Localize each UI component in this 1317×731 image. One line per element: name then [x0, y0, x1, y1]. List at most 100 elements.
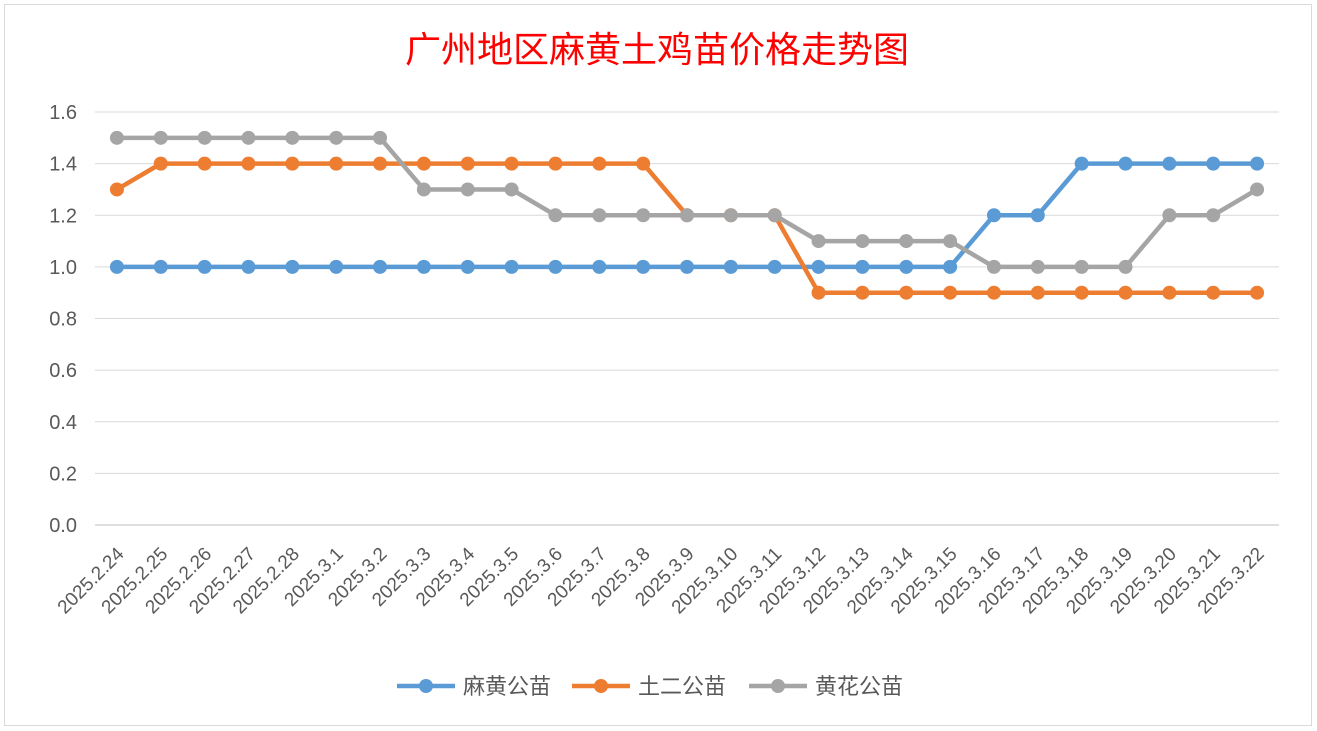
- data-point: [1250, 182, 1265, 197]
- data-point: [1206, 285, 1221, 300]
- data-point: [504, 259, 519, 274]
- y-tick-label: 1.2: [49, 205, 77, 227]
- series-3: [109, 130, 1265, 274]
- y-tick-label: 1.0: [49, 257, 77, 279]
- data-point: [1118, 259, 1133, 274]
- data-point: [636, 259, 651, 274]
- data-point: [899, 234, 914, 249]
- data-point: [329, 259, 344, 274]
- data-point: [855, 259, 870, 274]
- data-point: [460, 182, 475, 197]
- data-point: [1118, 285, 1133, 300]
- data-point: [197, 130, 212, 145]
- data-point: [1162, 208, 1177, 223]
- data-point: [1074, 156, 1089, 171]
- data-point: [460, 259, 475, 274]
- legend-marker: [771, 679, 785, 693]
- data-point: [723, 259, 738, 274]
- data-point: [109, 130, 124, 145]
- legend-label: 麻黄公苗: [463, 674, 551, 699]
- gridlines: [95, 111, 1279, 526]
- data-point: [153, 259, 168, 274]
- data-point: [636, 156, 651, 171]
- data-point: [153, 156, 168, 171]
- data-point: [592, 208, 607, 223]
- data-point: [943, 285, 958, 300]
- data-point: [241, 130, 256, 145]
- data-point: [285, 156, 300, 171]
- data-point: [1162, 285, 1177, 300]
- data-point: [460, 156, 475, 171]
- data-point: [1250, 285, 1265, 300]
- y-tick-label: 0.0: [49, 515, 77, 537]
- series-1: [109, 156, 1265, 274]
- x-axis: 2025.2.242025.2.252025.2.262025.2.272025…: [54, 543, 1269, 618]
- data-point: [416, 182, 431, 197]
- y-tick-label: 0.4: [49, 412, 77, 434]
- data-point: [723, 208, 738, 223]
- data-point: [416, 259, 431, 274]
- data-point: [1206, 156, 1221, 171]
- series-2: [109, 156, 1265, 300]
- data-point: [636, 208, 651, 223]
- legend-label: 土二公苗: [638, 674, 726, 699]
- data-point: [1074, 259, 1089, 274]
- data-point: [329, 156, 344, 171]
- data-point: [548, 208, 563, 223]
- y-axis: 0.0 0.2 0.4 0.6 0.8 1.0 1.2 1.4 1.6: [49, 102, 77, 537]
- data-point: [241, 156, 256, 171]
- data-point: [109, 259, 124, 274]
- legend-marker: [594, 679, 608, 693]
- data-point: [373, 156, 388, 171]
- data-point: [811, 234, 826, 249]
- data-point: [109, 182, 124, 197]
- data-point: [197, 156, 212, 171]
- y-tick-label: 0.6: [49, 360, 77, 382]
- data-point: [548, 156, 563, 171]
- data-point: [1030, 259, 1045, 274]
- series-line: [114, 135, 1260, 270]
- data-point: [855, 234, 870, 249]
- data-point: [416, 156, 431, 171]
- y-tick-label: 1.4: [49, 154, 77, 176]
- data-point: [373, 130, 388, 145]
- y-tick-label: 1.6: [49, 102, 77, 124]
- data-point: [1206, 208, 1221, 223]
- data-point: [592, 259, 607, 274]
- y-tick-label: 0.2: [49, 463, 77, 485]
- data-point: [767, 208, 782, 223]
- data-point: [504, 156, 519, 171]
- data-point: [986, 259, 1001, 274]
- data-point: [1074, 285, 1089, 300]
- data-point: [1162, 156, 1177, 171]
- data-point: [855, 285, 870, 300]
- data-point: [592, 156, 607, 171]
- data-point: [943, 259, 958, 274]
- series-group: [109, 130, 1265, 300]
- y-tick-label: 0.8: [49, 309, 77, 331]
- data-point: [1118, 156, 1133, 171]
- data-point: [680, 208, 694, 223]
- data-point: [285, 130, 300, 145]
- legend-label: 黄花公苗: [815, 674, 903, 699]
- legend-marker: [419, 679, 433, 693]
- data-point: [767, 259, 782, 274]
- data-point: [899, 285, 914, 300]
- data-point: [504, 182, 519, 197]
- data-point: [680, 259, 694, 274]
- legend: 麻黄公苗 土二公苗 黄花公苗: [397, 674, 903, 699]
- data-point: [241, 259, 256, 274]
- chart-title: 广州地区麻黄土鸡苗价格走势图: [405, 30, 909, 71]
- data-point: [1030, 285, 1045, 300]
- data-point: [1030, 208, 1045, 223]
- data-point: [329, 130, 344, 145]
- data-point: [373, 259, 388, 274]
- data-point: [811, 259, 826, 274]
- data-point: [943, 234, 958, 249]
- data-point: [285, 259, 300, 274]
- chart-frame: [4, 4, 1312, 726]
- data-point: [1250, 156, 1265, 171]
- data-point: [986, 208, 1001, 223]
- data-point: [548, 259, 563, 274]
